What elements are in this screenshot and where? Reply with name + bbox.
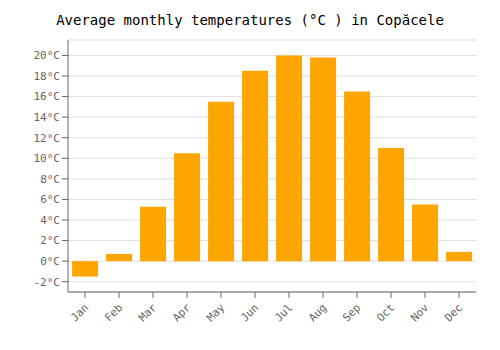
svg-text:4°C: 4°C — [40, 214, 60, 227]
svg-text:Jul: Jul — [272, 301, 295, 324]
svg-text:Dec: Dec — [442, 301, 465, 324]
svg-text:Nov: Nov — [408, 301, 432, 325]
svg-text:20°C: 20°C — [34, 49, 61, 62]
svg-text:2°C: 2°C — [40, 234, 60, 247]
svg-text:Apr: Apr — [170, 301, 194, 325]
svg-text:Mar: Mar — [136, 301, 160, 325]
svg-text:18°C: 18°C — [34, 70, 61, 83]
svg-text:10°C: 10°C — [34, 152, 61, 165]
svg-text:14°C: 14°C — [34, 111, 61, 124]
svg-text:Aug: Aug — [306, 301, 329, 324]
svg-text:Sep: Sep — [340, 301, 363, 324]
svg-text:8°C: 8°C — [40, 173, 60, 186]
svg-text:0°C: 0°C — [40, 255, 60, 268]
svg-text:16°C: 16°C — [34, 90, 61, 103]
svg-text:Jun: Jun — [238, 301, 261, 324]
svg-text:Feb: Feb — [102, 301, 125, 324]
svg-text:12°C: 12°C — [34, 132, 61, 145]
html-text:Average monthly temperatures (: Average monthly temperatures (°C ) in Co… — [56, 12, 444, 28]
svg-text:Jan: Jan — [68, 301, 91, 324]
svg-text:May: May — [204, 301, 228, 325]
svg-text:Oct: Oct — [374, 301, 397, 324]
svg-text:6°C: 6°C — [40, 193, 60, 206]
svg-text:-2°C: -2°C — [34, 276, 61, 289]
